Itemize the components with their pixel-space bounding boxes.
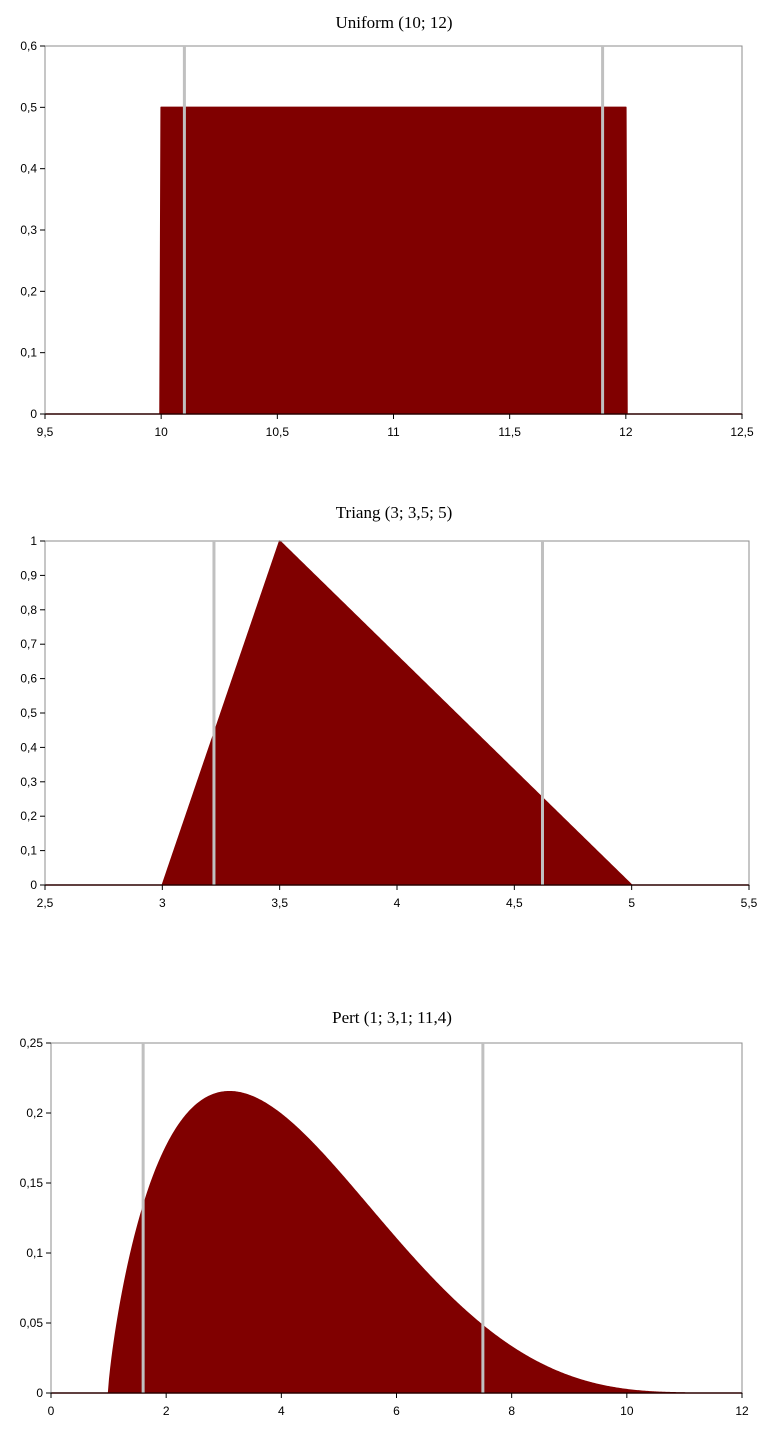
x-tick-label: 3 [159,896,166,910]
y-tick-label: 0,6 [20,672,37,686]
x-tick-label: 4 [278,1404,285,1418]
x-tick-label: 10 [620,1404,634,1418]
y-tick-label: 1 [30,534,37,548]
x-tick-label: 10,5 [266,425,290,439]
chart-uniform-title: Uniform (10; 12) [335,13,452,32]
y-tick-label: 0,3 [20,223,37,237]
chart-uniform-plot: 0 0,1 0,2 0,3 0,4 0,5 0,6 9,5 10 10,5 11 11,5 12 12,5 [20,39,754,439]
y-tick-label: 0,2 [20,284,37,298]
x-tick-label: 2 [163,1404,170,1418]
y-tick-label: 0,5 [20,706,37,720]
y-tick-label: 0,6 [20,39,37,53]
x-tick-label: 4,5 [506,896,523,910]
x-tick-label: 11 [387,425,400,439]
x-tick-label: 8 [508,1404,515,1418]
y-tick-label: 0,4 [20,740,37,754]
y-tick-label: 0 [30,878,37,892]
x-tick-label: 9,5 [37,425,54,439]
y-tick-label: 0,9 [20,568,37,582]
density-area [50,1090,743,1394]
density-area [44,540,750,886]
y-tick-label: 0,3 [20,775,37,789]
x-tick-label: 5,5 [741,896,758,910]
x-tick-label: 6 [393,1404,400,1418]
chart-triang-plot: 0 0,1 0,2 0,3 0,4 0,5 0,6 0,7 0,8 0,9 1 2,5 3 3,5 4 4,5… [20,534,757,910]
x-tick-label: 12,5 [730,425,754,439]
x-tick-label: 0 [48,1404,55,1418]
x-tick-label: 10 [154,425,168,439]
x-tick-label: 4 [394,896,401,910]
density-area [44,106,743,415]
x-tick-label: 12 [619,425,633,439]
y-tick-label: 0,1 [20,346,37,360]
chart-pert-plot: 0 0,05 0,1 0,15 0,2 0,25 0 2 4 6 8 10 12 [20,1036,749,1418]
x-tick-label: 12 [735,1404,749,1418]
y-tick-label: 0,7 [20,637,37,651]
chart-triang: Triang (3; 3,5; 5) 0 0,1 0,2 0,3 0,4 0,5 0,6 0,… [20,503,757,910]
x-tick-label: 2,5 [37,896,54,910]
y-tick-label: 0,05 [20,1316,44,1330]
y-tick-label: 0,8 [20,603,37,617]
chart-pert-title: Pert (1; 3,1; 11,4) [332,1008,452,1027]
y-tick-label: 0,5 [20,100,37,114]
y-tick-label: 0,4 [20,162,37,176]
x-tick-label: 3,5 [271,896,288,910]
y-tick-label: 0,1 [20,844,37,858]
y-tick-label: 0 [30,407,37,421]
x-tick-label: 5 [628,896,635,910]
y-tick-label: 0,25 [20,1036,44,1050]
chart-triang-title: Triang (3; 3,5; 5) [336,503,453,522]
chart-uniform: Uniform (10; 12) 0 0,1 0,2 0,3 0,4 0,5 0,6 9,5 1… [20,13,754,439]
x-tick-label: 11,5 [498,425,521,439]
y-tick-label: 0,2 [20,809,37,823]
y-tick-label: 0,2 [26,1106,43,1120]
y-tick-label: 0,15 [20,1176,44,1190]
y-tick-label: 0 [36,1386,43,1400]
chart-pert: Pert (1; 3,1; 11,4) 00,050,10,150,20,250… [20,1008,749,1418]
y-tick-label: 0,1 [26,1246,43,1260]
